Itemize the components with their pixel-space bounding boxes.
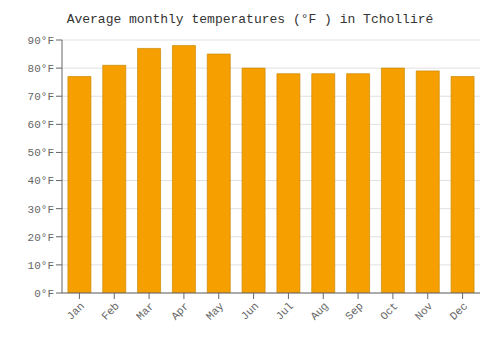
svg-text:Jan: Jan [65,300,87,322]
svg-text:90°F: 90°F [28,35,54,47]
svg-text:Apr: Apr [169,300,191,322]
svg-text:0°F: 0°F [34,288,54,300]
svg-text:10°F: 10°F [28,260,54,272]
svg-text:Aug: Aug [308,300,330,322]
svg-text:30°F: 30°F [28,204,54,216]
svg-text:80°F: 80°F [28,63,54,75]
svg-text:Sep: Sep [343,300,365,322]
svg-text:Jul: Jul [274,300,296,322]
svg-text:70°F: 70°F [28,91,54,103]
svg-text:Feb: Feb [99,300,121,322]
svg-text:Nov: Nov [413,300,436,323]
svg-text:40°F: 40°F [28,175,54,187]
svg-text:Dec: Dec [448,300,470,322]
svg-text:Oct: Oct [378,300,400,322]
svg-text:May: May [204,300,227,323]
svg-text:20°F: 20°F [28,232,54,244]
html-text:Average monthly temperatures (: Average monthly temperatures (°F ) in Tc… [66,12,434,27]
svg-text:60°F: 60°F [28,119,54,131]
svg-text:Mar: Mar [134,300,156,322]
svg-text:Jun: Jun [239,300,261,322]
svg-text:50°F: 50°F [28,147,54,159]
